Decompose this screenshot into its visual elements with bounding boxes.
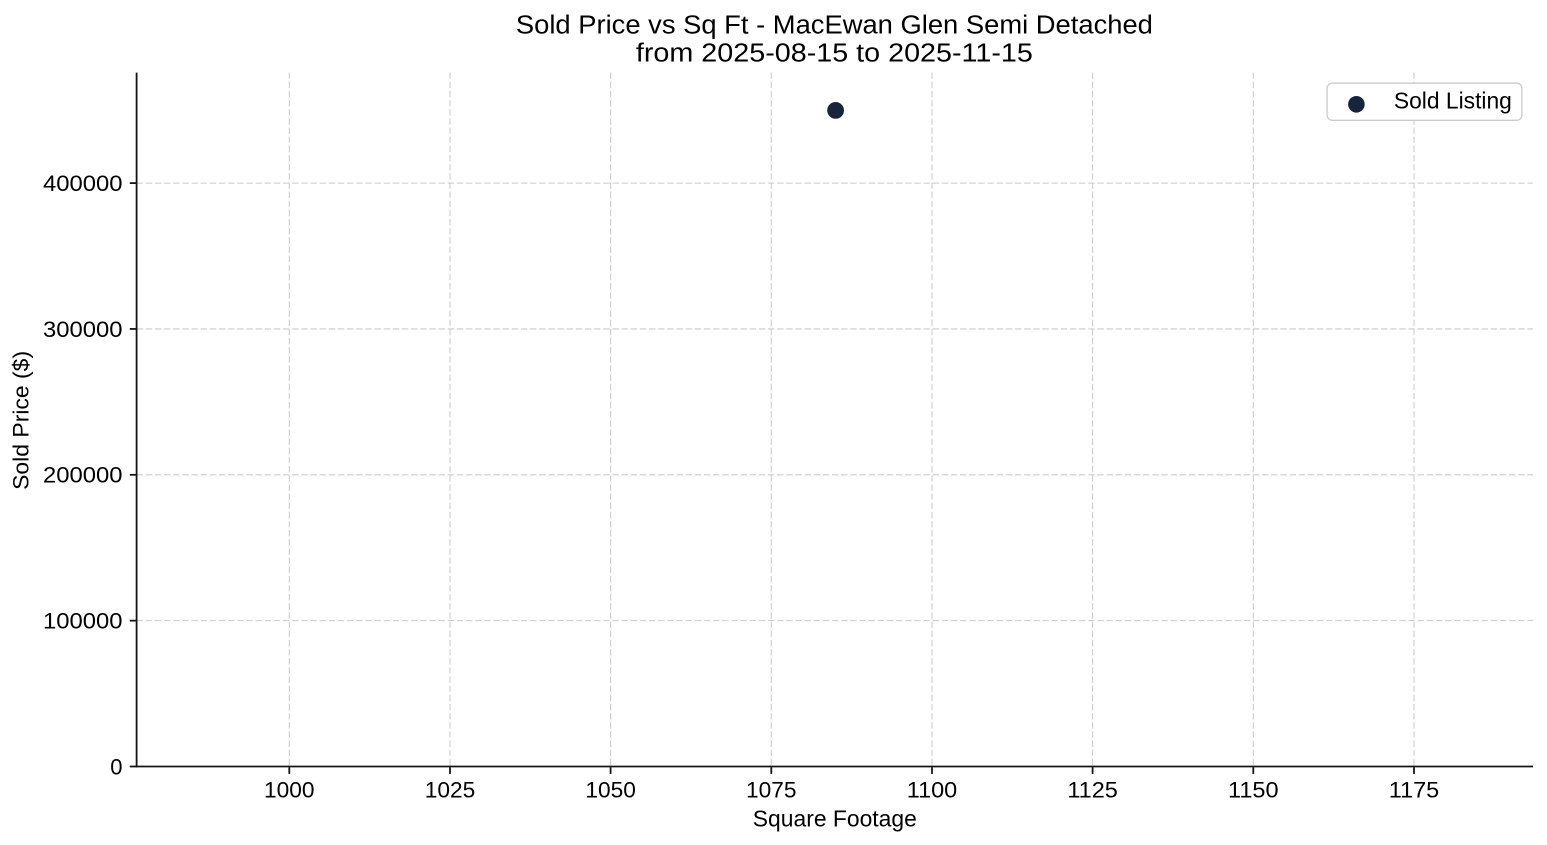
svg-text:1075: 1075 (746, 777, 797, 802)
svg-text:1100: 1100 (907, 777, 958, 802)
svg-text:1050: 1050 (585, 777, 636, 802)
svg-text:100000: 100000 (43, 609, 123, 634)
svg-text:1125: 1125 (1067, 777, 1118, 802)
svg-text:1175: 1175 (1389, 777, 1440, 802)
svg-text:Sold Price vs Sq Ft - MacEwan: Sold Price vs Sq Ft - MacEwan Glen Semi … (516, 11, 1153, 39)
svg-text:0: 0 (110, 754, 122, 779)
svg-text:200000: 200000 (43, 463, 123, 488)
svg-text:400000: 400000 (43, 171, 123, 196)
svg-text:from 2025-08-15 to 2025-11-15: from 2025-08-15 to 2025-11-15 (636, 40, 1033, 68)
svg-text:Sold Listing: Sold Listing (1394, 87, 1512, 113)
svg-text:1150: 1150 (1228, 777, 1279, 802)
svg-text:Sold Price ($): Sold Price ($) (9, 351, 34, 490)
svg-text:300000: 300000 (43, 317, 123, 342)
svg-text:1000: 1000 (264, 777, 315, 802)
svg-text:1025: 1025 (425, 777, 476, 802)
svg-text:Square Footage: Square Footage (753, 806, 917, 832)
